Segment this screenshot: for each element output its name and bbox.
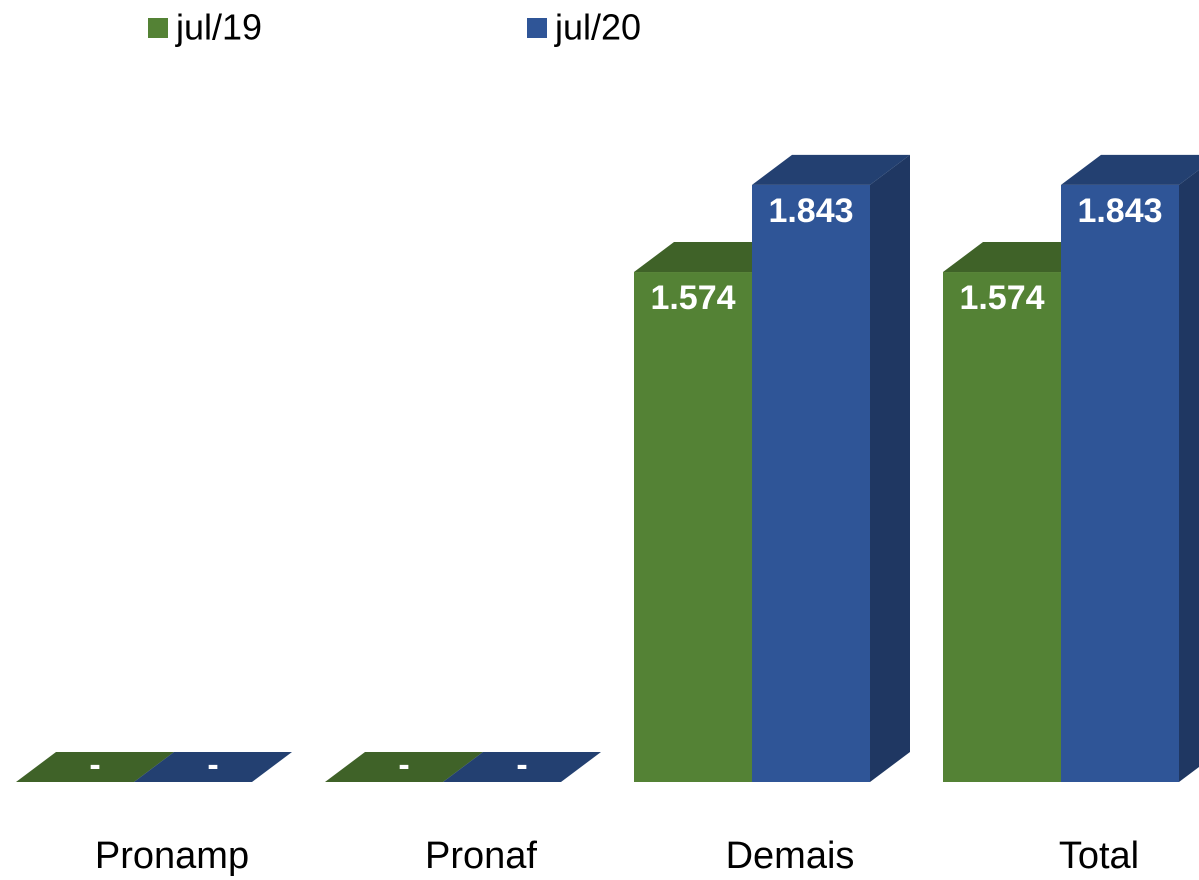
bar: [16, 752, 174, 782]
x-tick-label: Pronamp: [95, 835, 249, 877]
legend-label: jul/19: [175, 7, 262, 48]
bar-top: [325, 752, 483, 782]
bar-side: [1179, 169, 1199, 782]
value-label: 1.574: [959, 279, 1044, 317]
bar-front: [752, 184, 870, 783]
x-tick-label: Total: [1059, 835, 1139, 877]
value-label: 1.574: [650, 279, 735, 317]
legend-swatch: [527, 18, 547, 38]
bar-side: [870, 154, 910, 783]
value-label: -: [207, 746, 218, 784]
bar-top: [752, 154, 910, 185]
bar-top: [16, 752, 174, 782]
bar-top: [1061, 154, 1199, 185]
bar-top: [134, 752, 292, 782]
x-tick-label: Demais: [726, 835, 855, 877]
bar: [1061, 154, 1199, 783]
x-tick-label: Pronaf: [425, 835, 537, 877]
value-label: -: [398, 746, 409, 784]
value-label: -: [516, 746, 527, 784]
value-label: 1.843: [768, 192, 853, 230]
value-label: -: [89, 746, 100, 784]
bar-top: [443, 752, 601, 782]
bar-front: [634, 272, 752, 782]
bar: [752, 154, 910, 783]
bar-front: [1061, 184, 1179, 783]
bar: [443, 752, 601, 782]
bar: [134, 752, 292, 782]
legend-swatch: [148, 18, 168, 38]
value-label: 1.843: [1077, 192, 1162, 230]
bar-front: [943, 272, 1061, 782]
legend-label: jul/20: [554, 7, 641, 48]
bar: [325, 752, 483, 782]
